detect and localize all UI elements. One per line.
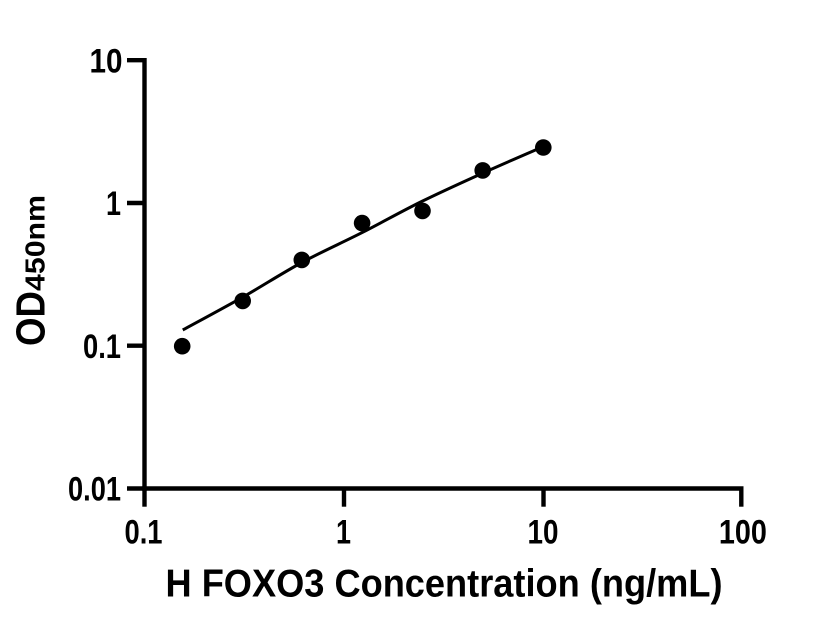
svg-text:1: 1 xyxy=(336,513,351,551)
svg-text:10: 10 xyxy=(528,513,559,551)
svg-text:0.01: 0.01 xyxy=(68,471,121,509)
svg-text:H FOXO3 Concentration (ng/mL): H FOXO3 Concentration (ng/mL) xyxy=(166,562,723,605)
svg-text:OD450nm: OD450nm xyxy=(7,195,53,346)
svg-text:1: 1 xyxy=(106,185,121,223)
svg-text:0.1: 0.1 xyxy=(125,513,163,551)
svg-text:0.1: 0.1 xyxy=(83,328,121,366)
svg-text:100: 100 xyxy=(719,513,767,551)
svg-text:10: 10 xyxy=(90,42,123,80)
